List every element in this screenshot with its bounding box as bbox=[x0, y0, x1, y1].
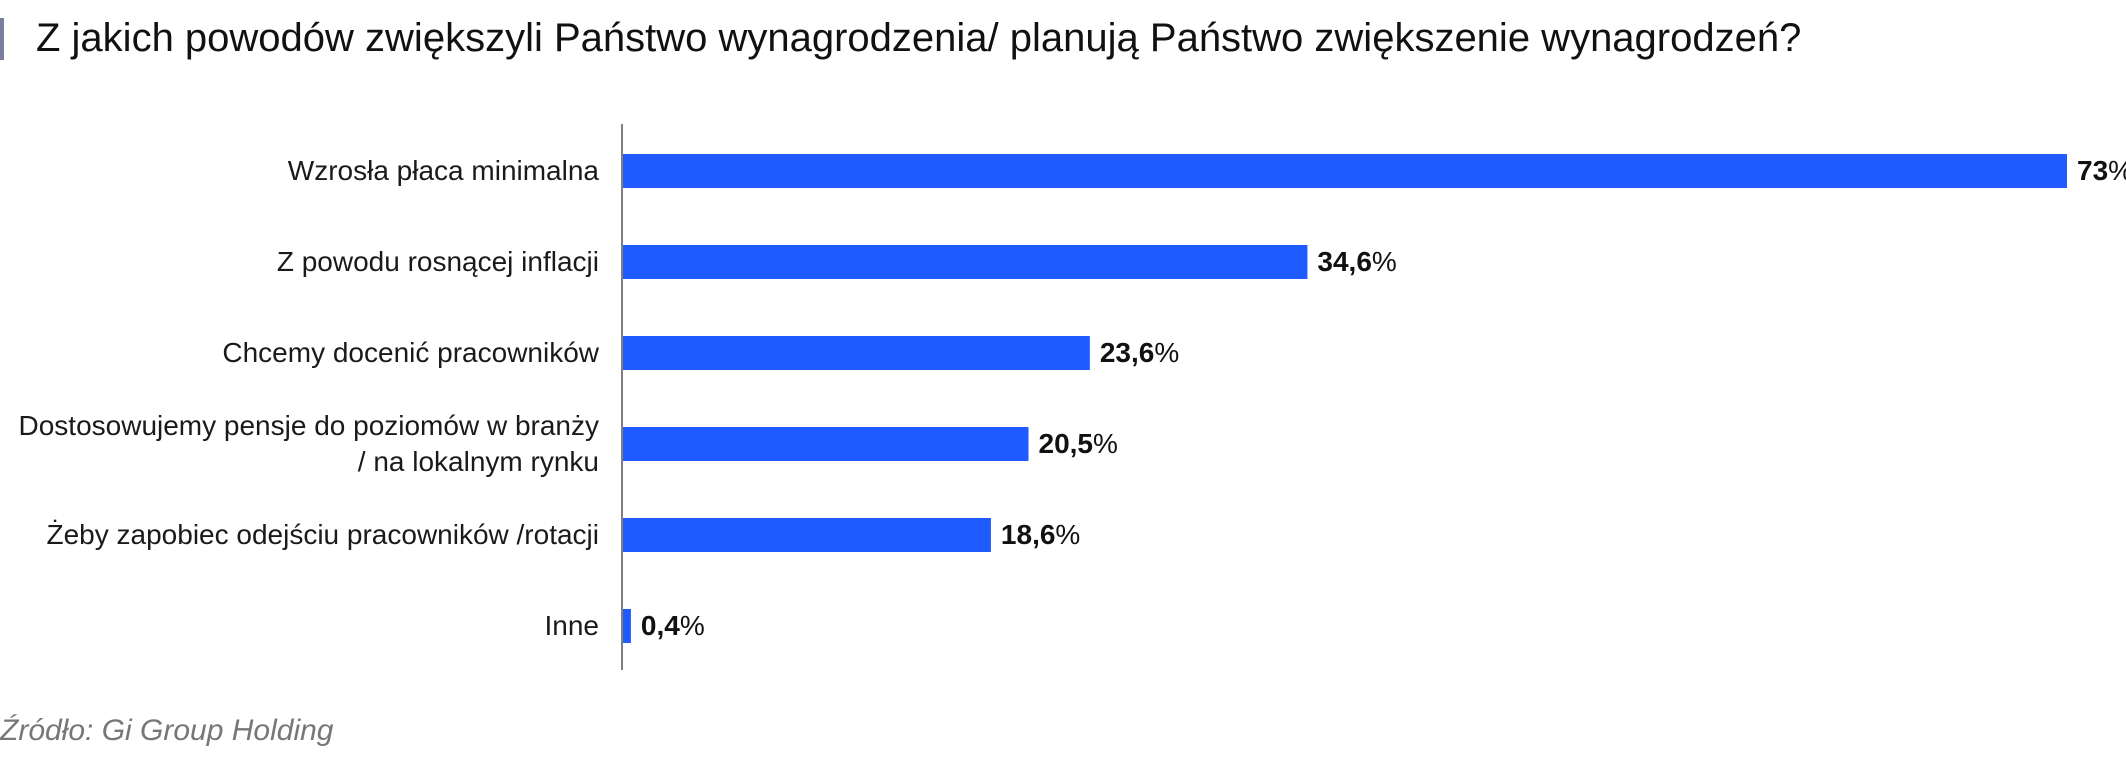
value-label: 23,6% bbox=[1100, 335, 1179, 371]
category-label: Żeby zapobiec odejściu pracowników /rota… bbox=[47, 517, 600, 553]
category-label: Inne bbox=[545, 608, 600, 644]
value-number: 0,4 bbox=[640, 610, 680, 641]
value-unit: % bbox=[1371, 246, 1397, 277]
category-label-line: Żeby zapobiec odejściu pracowników /rota… bbox=[46, 519, 600, 550]
bar-chart bbox=[621, 124, 2067, 670]
value-unit: % bbox=[1055, 519, 1081, 550]
category-label-line: Inne bbox=[544, 610, 600, 641]
value-unit: % bbox=[2108, 155, 2126, 186]
value-number: 23,6 bbox=[1099, 337, 1155, 368]
source-note: Źródło: Gi Group Holding bbox=[0, 714, 334, 747]
value-unit: % bbox=[1154, 337, 1180, 368]
bar bbox=[623, 336, 1090, 370]
bar bbox=[623, 427, 1029, 461]
value-number: 18,6 bbox=[1000, 519, 1056, 550]
category-label: Dostosowujemy pensje do poziomów w branż… bbox=[19, 408, 600, 480]
category-label-line: Chcemy docenić pracowników bbox=[222, 337, 599, 368]
bar bbox=[623, 245, 1308, 279]
value-label: 20,5% bbox=[1039, 426, 1118, 462]
bar bbox=[623, 154, 2067, 188]
value-label: 34,6% bbox=[1317, 244, 1396, 280]
bar bbox=[623, 518, 991, 552]
value-unit: % bbox=[1093, 428, 1118, 459]
category-label: Z powodu rosnącej inflacji bbox=[277, 244, 599, 280]
title-accent-bar bbox=[0, 18, 4, 60]
value-unit: % bbox=[679, 610, 705, 641]
category-label-line: Dostosowujemy pensje do poziomów w branż… bbox=[18, 410, 600, 441]
value-number: 34,6 bbox=[1317, 246, 1372, 277]
category-label-line: Wzrosła płaca minimalna bbox=[287, 155, 599, 186]
category-label: Wzrosła płaca minimalna bbox=[288, 153, 599, 189]
bar bbox=[623, 609, 631, 643]
category-label: Chcemy docenić pracowników bbox=[222, 335, 599, 371]
category-label-line: Z powodu rosnącej inflacji bbox=[276, 246, 599, 277]
value-label: 73% bbox=[2077, 153, 2126, 189]
chart-title: Z jakich powodów zwiększyli Państwo wyna… bbox=[36, 16, 1802, 60]
value-label: 18,6% bbox=[1001, 517, 1080, 553]
value-number: 20,5 bbox=[1038, 428, 1094, 459]
value-number: 73 bbox=[2077, 155, 2109, 186]
category-label-line: / na lokalnym rynku bbox=[357, 446, 599, 477]
value-label: 0,4% bbox=[641, 608, 705, 644]
